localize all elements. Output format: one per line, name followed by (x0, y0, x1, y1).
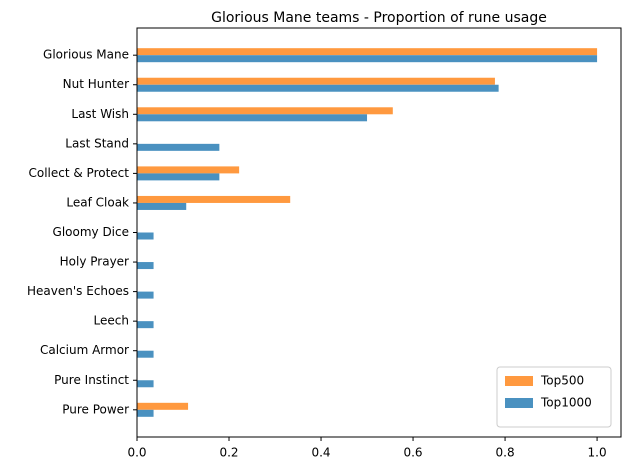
y-tick-label: Last Stand (65, 136, 129, 150)
y-tick-label: Glorious Mane (43, 48, 129, 62)
bar (137, 291, 154, 299)
bar (137, 77, 495, 85)
bar (137, 321, 154, 329)
bar (137, 402, 189, 410)
y-tick-label: Collect & Protect (29, 166, 130, 180)
bar (137, 55, 598, 63)
legend-swatch (505, 376, 533, 386)
bar (137, 262, 154, 270)
bar (137, 166, 240, 174)
legend-label: Top500 (540, 374, 584, 388)
y-tick-label: Leech (94, 314, 129, 328)
y-tick-label: Pure Instinct (54, 373, 129, 387)
x-tick-label: 0.8 (496, 446, 515, 460)
chart-title: Glorious Mane teams - Proportion of rune… (211, 10, 547, 26)
bar (137, 173, 220, 181)
bar (137, 232, 154, 240)
plot-frame (136, 27, 622, 438)
bar (137, 48, 598, 56)
bar (137, 195, 291, 203)
bar (137, 143, 220, 151)
x-tick-label: 0.2 (219, 446, 238, 460)
y-tick-label: Holy Prayer (60, 255, 129, 269)
y-tick-label: Nut Hunter (63, 77, 129, 91)
x-tick-label: 0.0 (127, 446, 146, 460)
x-tick-label: 0.6 (403, 446, 422, 460)
legend-label: Top1000 (540, 396, 592, 410)
bar (137, 409, 154, 417)
bar (137, 84, 499, 92)
bar (137, 107, 393, 115)
y-tick-label: Calcium Armor (40, 343, 129, 357)
bar (137, 380, 154, 388)
bar (137, 202, 187, 210)
x-tick-label: 0.4 (311, 446, 330, 460)
y-tick-label: Gloomy Dice (53, 225, 129, 239)
y-tick-label: Pure Power (62, 402, 129, 416)
legend-swatch (505, 398, 533, 408)
x-tick-label: 1.0 (588, 446, 607, 460)
y-tick-label: Last Wish (71, 107, 129, 121)
y-tick-label: Heaven's Echoes (27, 284, 129, 298)
bar (137, 114, 368, 122)
y-tick-label: Leaf Cloak (66, 195, 129, 209)
bar (137, 350, 154, 358)
